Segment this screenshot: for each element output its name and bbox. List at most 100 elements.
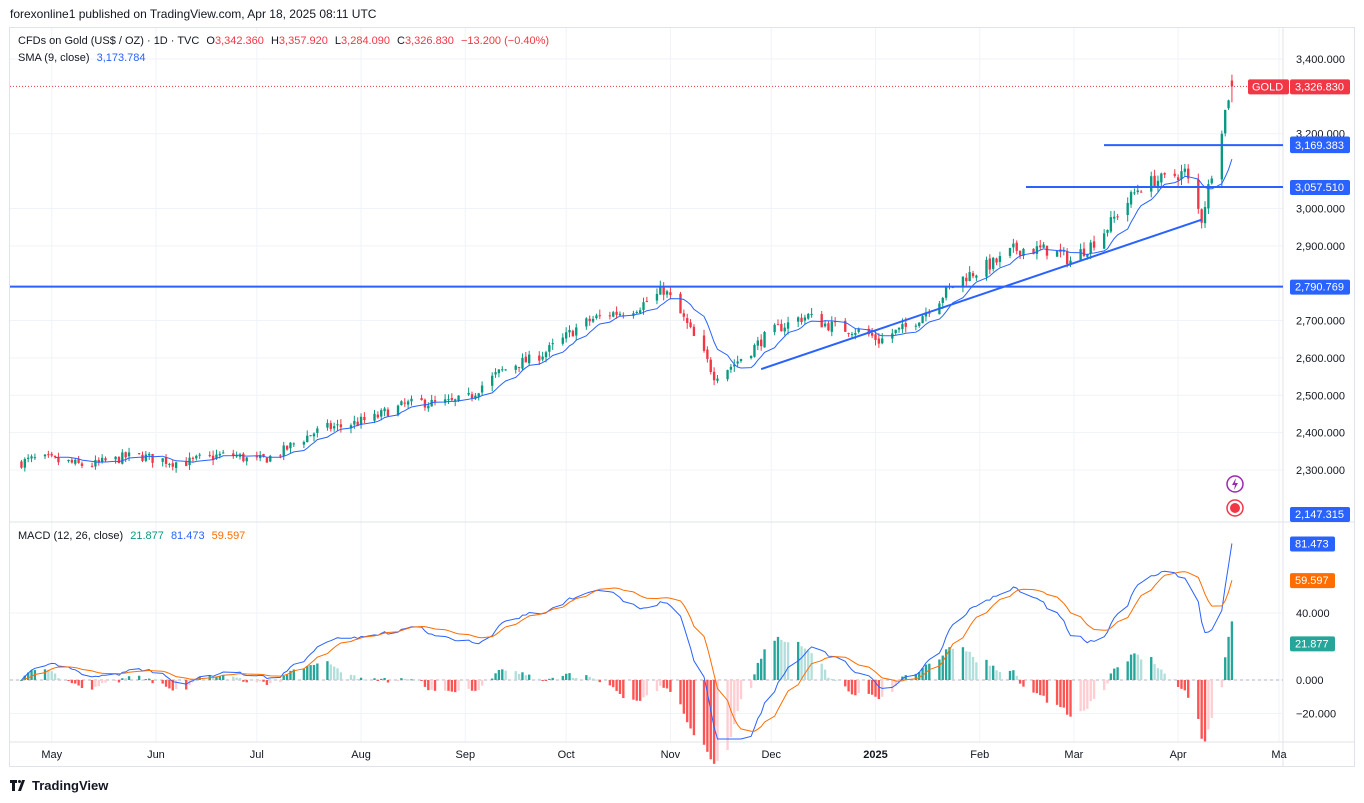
candle-up[interactable] bbox=[514, 365, 517, 370]
candle-up[interactable] bbox=[1207, 184, 1210, 209]
candle-down[interactable] bbox=[776, 324, 780, 326]
legend-symbol[interactable]: CFDs on Gold (US$ / OZ) · 1D · TVC bbox=[18, 35, 200, 47]
candle-up[interactable] bbox=[548, 345, 551, 352]
candle-down[interactable] bbox=[844, 320, 847, 332]
candle-down[interactable] bbox=[702, 335, 706, 351]
candle-down[interactable] bbox=[403, 402, 406, 404]
candle-down[interactable] bbox=[800, 317, 803, 323]
candle-up[interactable] bbox=[1012, 243, 1015, 248]
macd-signal-line[interactable] bbox=[21, 571, 1233, 732]
candle-down[interactable] bbox=[598, 315, 601, 317]
candle-down[interactable] bbox=[995, 258, 998, 263]
candle-up[interactable] bbox=[114, 456, 117, 460]
candle-down[interactable] bbox=[1197, 179, 1200, 209]
candle-down[interactable] bbox=[517, 366, 521, 368]
candle-up[interactable] bbox=[443, 399, 447, 403]
candle-down[interactable] bbox=[689, 322, 692, 328]
candle-down[interactable] bbox=[265, 457, 269, 463]
candle-down[interactable] bbox=[615, 311, 618, 315]
candle-up[interactable] bbox=[30, 456, 33, 459]
candle-up[interactable] bbox=[127, 452, 131, 457]
candle-up[interactable] bbox=[1150, 176, 1153, 192]
candle-up[interactable] bbox=[316, 428, 319, 433]
candle-up[interactable] bbox=[595, 315, 598, 319]
candle-up[interactable] bbox=[541, 356, 544, 360]
candle-up[interactable] bbox=[1022, 248, 1025, 256]
candle-down[interactable] bbox=[820, 314, 823, 328]
candle-down[interactable] bbox=[1092, 241, 1096, 248]
candle-up[interactable] bbox=[921, 316, 924, 324]
candle-down[interactable] bbox=[211, 455, 215, 460]
trend-line[interactable] bbox=[760, 218, 1202, 371]
candle-down[interactable] bbox=[692, 326, 696, 336]
candle-up[interactable] bbox=[733, 364, 736, 367]
candle-up[interactable] bbox=[312, 433, 316, 437]
candle-up[interactable] bbox=[561, 337, 564, 344]
candle-up[interactable] bbox=[992, 257, 995, 269]
candle-up[interactable] bbox=[665, 291, 669, 295]
candle-up[interactable] bbox=[807, 313, 810, 319]
candle-up[interactable] bbox=[497, 369, 501, 374]
candle-down[interactable] bbox=[1082, 248, 1086, 256]
candle-down[interactable] bbox=[760, 339, 763, 347]
candle-up[interactable] bbox=[121, 452, 124, 464]
candle-down[interactable] bbox=[1187, 168, 1190, 179]
candle-up[interactable] bbox=[215, 454, 218, 459]
candle-up[interactable] bbox=[259, 455, 262, 459]
candle-up[interactable] bbox=[332, 426, 336, 429]
candle-up[interactable] bbox=[638, 310, 642, 313]
candle-up[interactable] bbox=[457, 395, 460, 401]
candle-up[interactable] bbox=[635, 312, 638, 314]
candle-up[interactable] bbox=[642, 302, 645, 310]
candle-down[interactable] bbox=[1173, 173, 1176, 176]
candle-down[interactable] bbox=[47, 454, 50, 456]
candle-up[interactable] bbox=[289, 442, 292, 449]
candle-up[interactable] bbox=[396, 405, 400, 416]
candle-up[interactable] bbox=[729, 366, 733, 370]
candle-up[interactable] bbox=[1220, 133, 1224, 180]
candle-up[interactable] bbox=[269, 455, 272, 462]
candle-up[interactable] bbox=[380, 410, 383, 417]
candle-up[interactable] bbox=[1042, 244, 1045, 248]
candle-down[interactable] bbox=[1045, 245, 1049, 256]
candle-up[interactable] bbox=[501, 369, 504, 371]
candle-up[interactable] bbox=[474, 395, 477, 399]
candle-up[interactable] bbox=[282, 445, 285, 457]
candle-down[interactable] bbox=[137, 453, 141, 455]
candle-up[interactable] bbox=[245, 457, 248, 462]
candle-down[interactable] bbox=[1015, 242, 1018, 251]
candle-up[interactable] bbox=[33, 457, 37, 459]
candle-down[interactable] bbox=[965, 277, 968, 282]
candle-down[interactable] bbox=[50, 453, 53, 456]
candle-down[interactable] bbox=[538, 355, 541, 361]
candle-up[interactable] bbox=[659, 286, 662, 295]
candle-up[interactable] bbox=[467, 392, 470, 395]
candle-down[interactable] bbox=[117, 456, 121, 464]
candle-up[interactable] bbox=[551, 343, 554, 345]
candle-down[interactable] bbox=[1018, 250, 1022, 256]
candle-down[interactable] bbox=[151, 453, 154, 463]
candle-up[interactable] bbox=[753, 345, 756, 357]
candle-down[interactable] bbox=[339, 424, 343, 428]
candle-down[interactable] bbox=[57, 457, 60, 463]
candle-down[interactable] bbox=[242, 453, 245, 462]
footer-brand[interactable]: TradingView bbox=[10, 778, 108, 793]
candle-up[interactable] bbox=[810, 314, 813, 316]
candle-up[interactable] bbox=[1109, 217, 1113, 232]
candle-up[interactable] bbox=[736, 361, 739, 364]
candle-down[interactable] bbox=[904, 323, 907, 327]
candle-up[interactable] bbox=[1160, 173, 1163, 183]
candle-down[interactable] bbox=[827, 323, 830, 331]
candle-down[interactable] bbox=[141, 454, 144, 461]
candle-up[interactable] bbox=[575, 327, 578, 336]
candle-down[interactable] bbox=[1039, 245, 1042, 248]
candle-down[interactable] bbox=[1230, 80, 1234, 87]
candle-up[interactable] bbox=[881, 338, 884, 344]
candle-up[interactable] bbox=[739, 359, 743, 362]
candle-up[interactable] bbox=[1180, 171, 1183, 180]
candle-up[interactable] bbox=[100, 457, 104, 463]
candle-up[interactable] bbox=[326, 422, 329, 428]
candle-down[interactable] bbox=[1065, 251, 1069, 265]
candle-down[interactable] bbox=[90, 465, 94, 467]
